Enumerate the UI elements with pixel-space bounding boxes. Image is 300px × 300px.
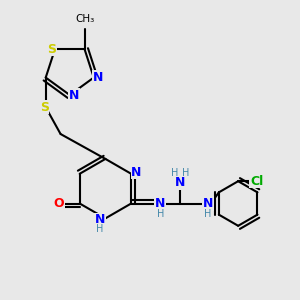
Text: N: N bbox=[131, 166, 142, 179]
Text: N: N bbox=[93, 71, 104, 84]
Text: H: H bbox=[96, 224, 104, 234]
Text: Cl: Cl bbox=[250, 175, 263, 188]
Text: N: N bbox=[175, 176, 185, 189]
Text: S: S bbox=[40, 101, 49, 114]
Text: S: S bbox=[47, 43, 56, 56]
Text: N: N bbox=[203, 197, 213, 210]
Text: N: N bbox=[155, 197, 166, 210]
Text: H: H bbox=[182, 168, 189, 178]
Text: H: H bbox=[171, 168, 179, 178]
Text: O: O bbox=[54, 197, 64, 210]
Text: H: H bbox=[204, 209, 211, 219]
Text: CH₃: CH₃ bbox=[75, 14, 94, 24]
Text: H: H bbox=[157, 209, 164, 219]
Text: N: N bbox=[69, 88, 80, 101]
Text: N: N bbox=[95, 213, 105, 226]
